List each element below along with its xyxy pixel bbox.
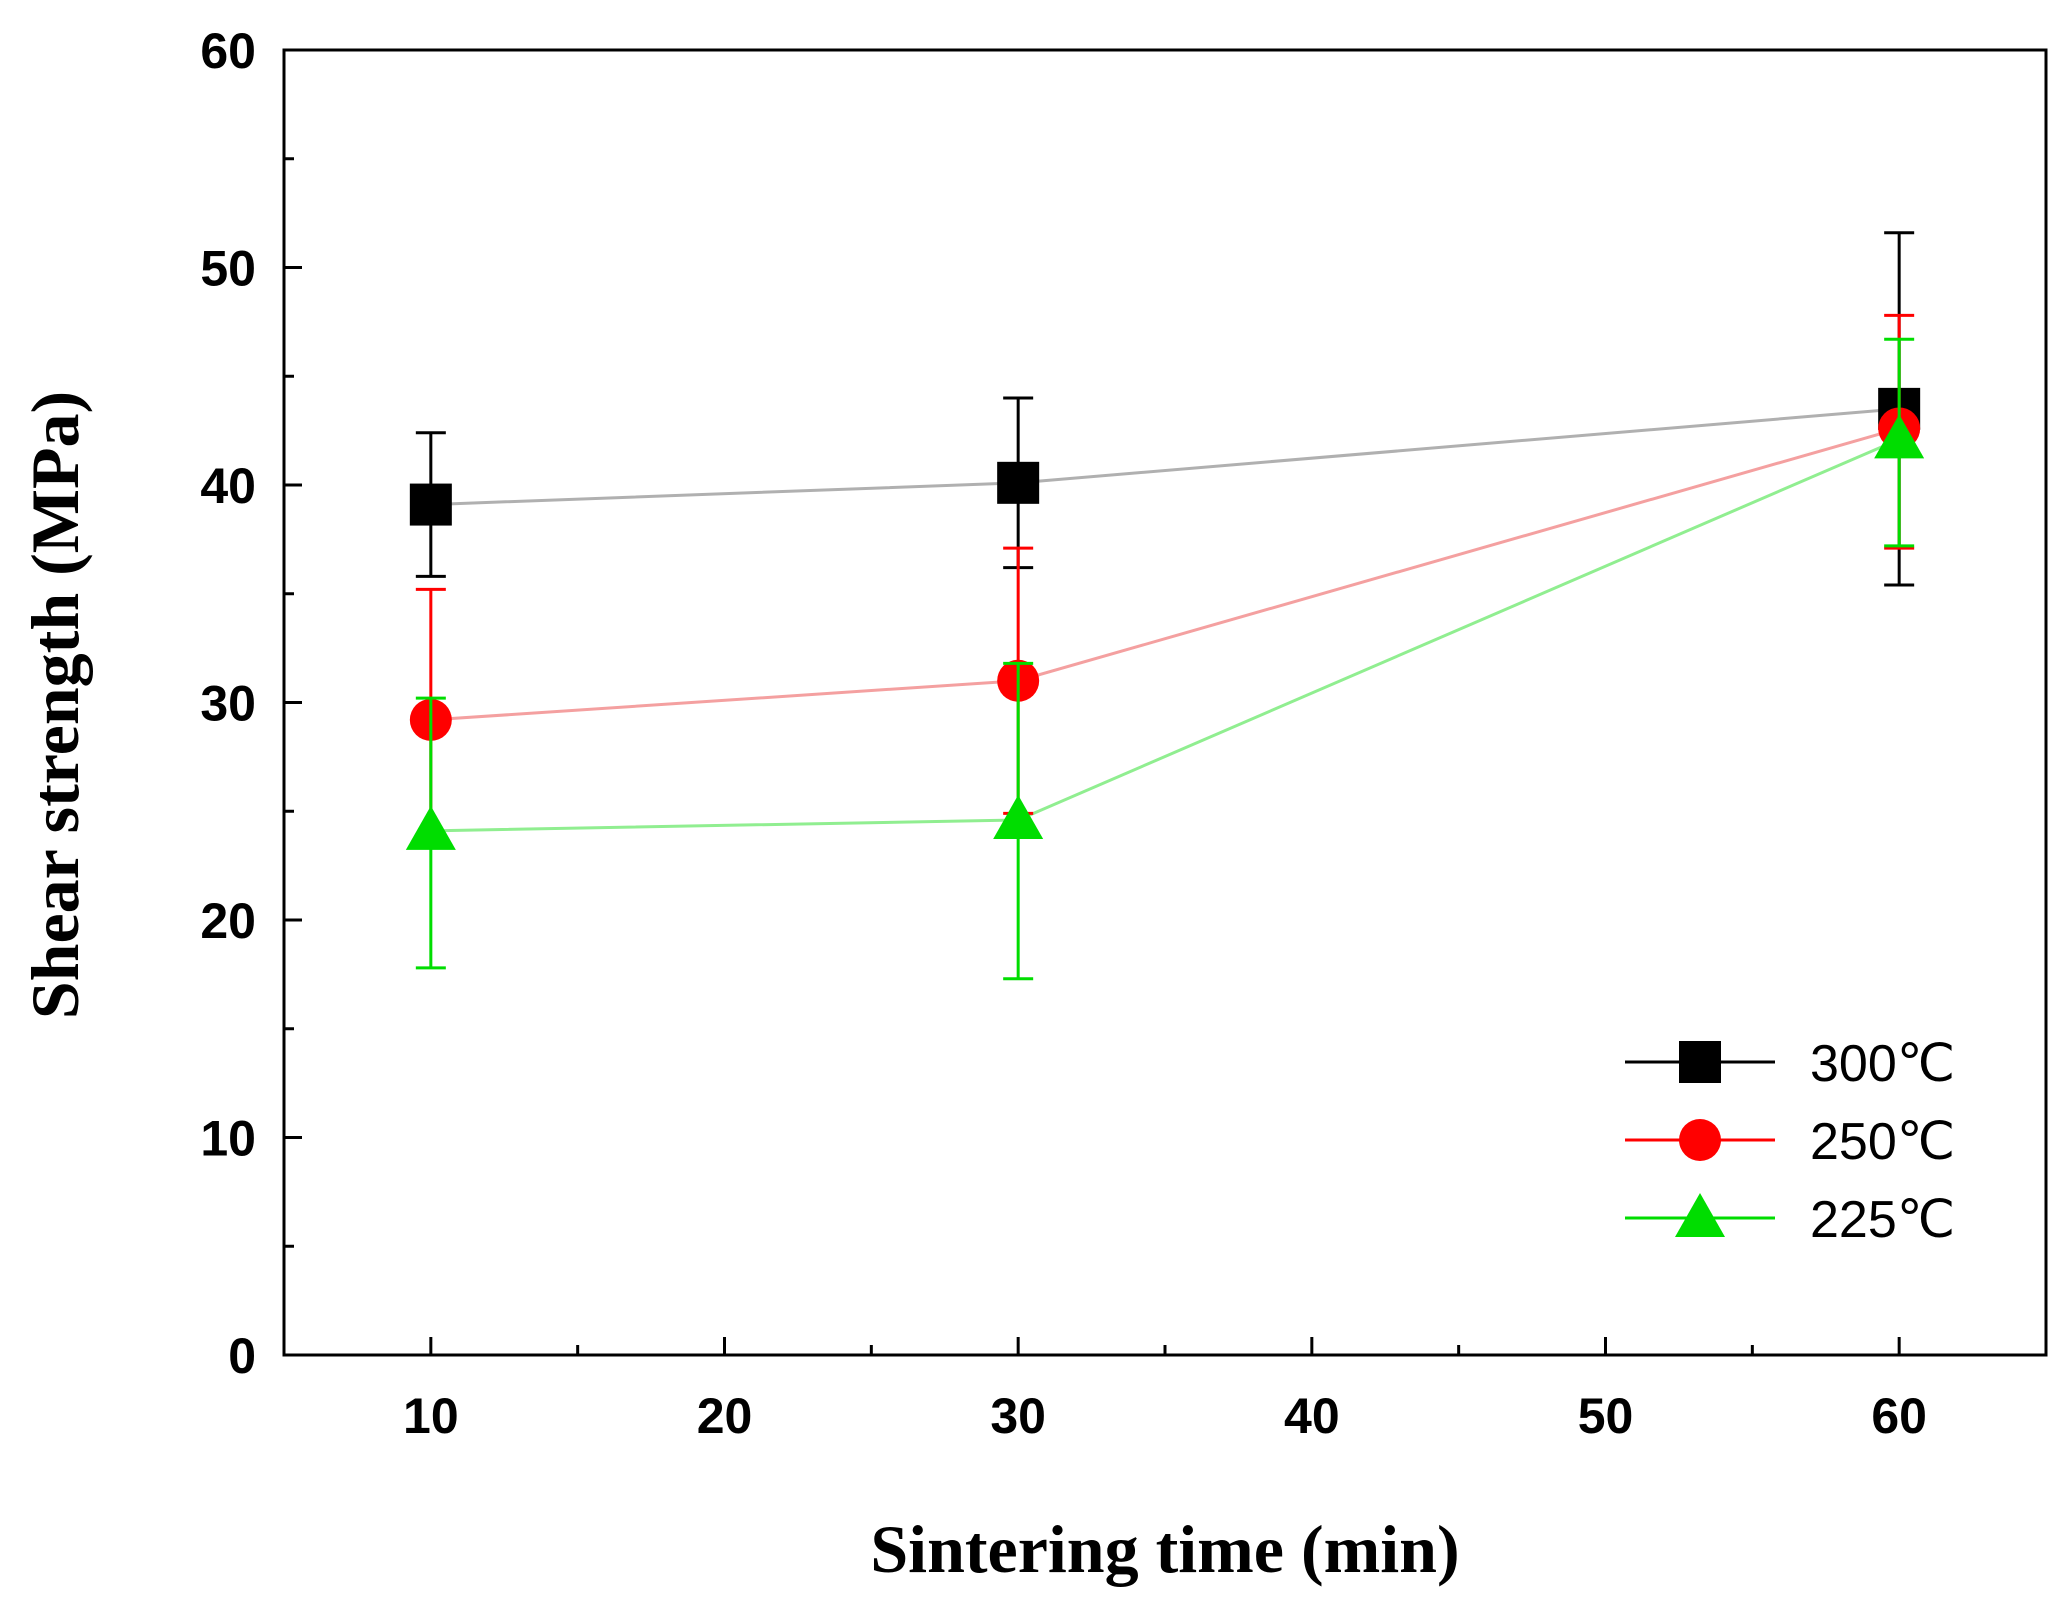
- legend-marker: [1675, 1193, 1725, 1237]
- x-tick-label: 10: [403, 1388, 459, 1444]
- y-tick-label: 60: [200, 23, 256, 79]
- series-line: [430, 437, 1900, 833]
- legend-label: 225℃: [1810, 1191, 1955, 1249]
- legend-label: 300℃: [1810, 1035, 1955, 1093]
- x-axis-title: Sintering time (min): [870, 1511, 1459, 1587]
- x-tick-label: 60: [1871, 1388, 1927, 1444]
- legend-label: 250℃: [1810, 1113, 1955, 1171]
- series-line: [430, 427, 1900, 722]
- plot-frame: [282, 48, 2048, 1357]
- x-tick-label: 50: [1578, 1388, 1634, 1444]
- y-tick-label: 30: [200, 676, 256, 732]
- data-point: [405, 805, 456, 850]
- y-tick-label: 40: [200, 458, 256, 514]
- x-tick-label: 40: [1284, 1388, 1340, 1444]
- plot-area: 10 20 30 40 50 60 0 10 20 30 40 50 60: [200, 23, 2048, 1444]
- data-point: [997, 461, 1040, 504]
- legend-marker: [1679, 1119, 1721, 1161]
- data-point: [1874, 414, 1925, 459]
- y-tick-label: 10: [200, 1111, 256, 1167]
- data-point: [409, 483, 452, 526]
- x-tick-label: 20: [697, 1388, 753, 1444]
- y-tick-label: 50: [200, 241, 256, 297]
- x-tick-label: 30: [990, 1388, 1046, 1444]
- legend: 300℃ 250℃ 225℃: [1625, 1035, 1955, 1249]
- y-tick-label: 0: [228, 1328, 256, 1384]
- y-tick-label: 20: [200, 893, 256, 949]
- legend-marker: [1679, 1041, 1721, 1083]
- data-point: [993, 794, 1044, 839]
- y-axis-title: Shear strength (MPa): [17, 391, 93, 1019]
